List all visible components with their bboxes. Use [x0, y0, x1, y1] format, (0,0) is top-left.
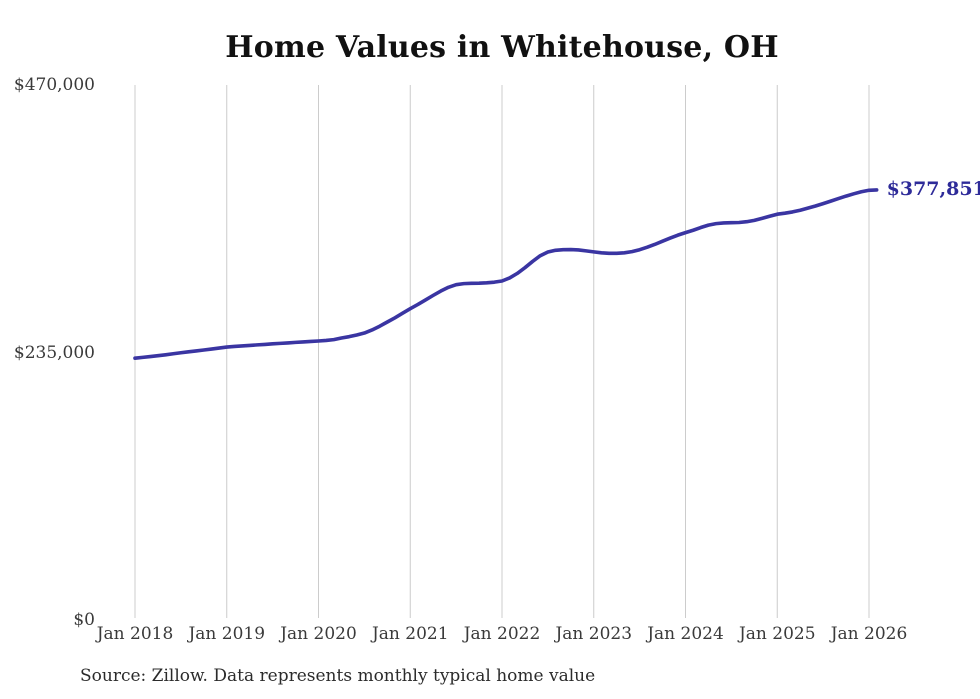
x-tick-label: Jan 2025 [738, 624, 816, 644]
x-tick-label: Jan 2019 [188, 624, 266, 644]
chart-title: Home Values in Whitehouse, OH [225, 30, 779, 65]
x-tick-label: Jan 2023 [555, 624, 633, 644]
y-tick-label: $470,000 [13, 75, 95, 95]
x-tick-label: Jan 2020 [280, 624, 357, 644]
x-tick-label: Jan 2021 [371, 624, 449, 644]
y-tick-label: $0 [73, 610, 95, 630]
x-tick-label: Jan 2024 [647, 624, 724, 644]
gridlines [134, 85, 870, 618]
x-tick-label: Jan 2022 [463, 624, 541, 644]
x-tick-label: Jan 2026 [830, 624, 908, 644]
latest-value-label: $377,851 [886, 177, 980, 200]
x-tick-label: Jan 2018 [96, 624, 174, 644]
y-tick-label: $235,000 [13, 342, 95, 363]
home-value-line [133, 188, 879, 360]
source-note: Source: Zillow. Data represents monthly … [80, 666, 596, 686]
